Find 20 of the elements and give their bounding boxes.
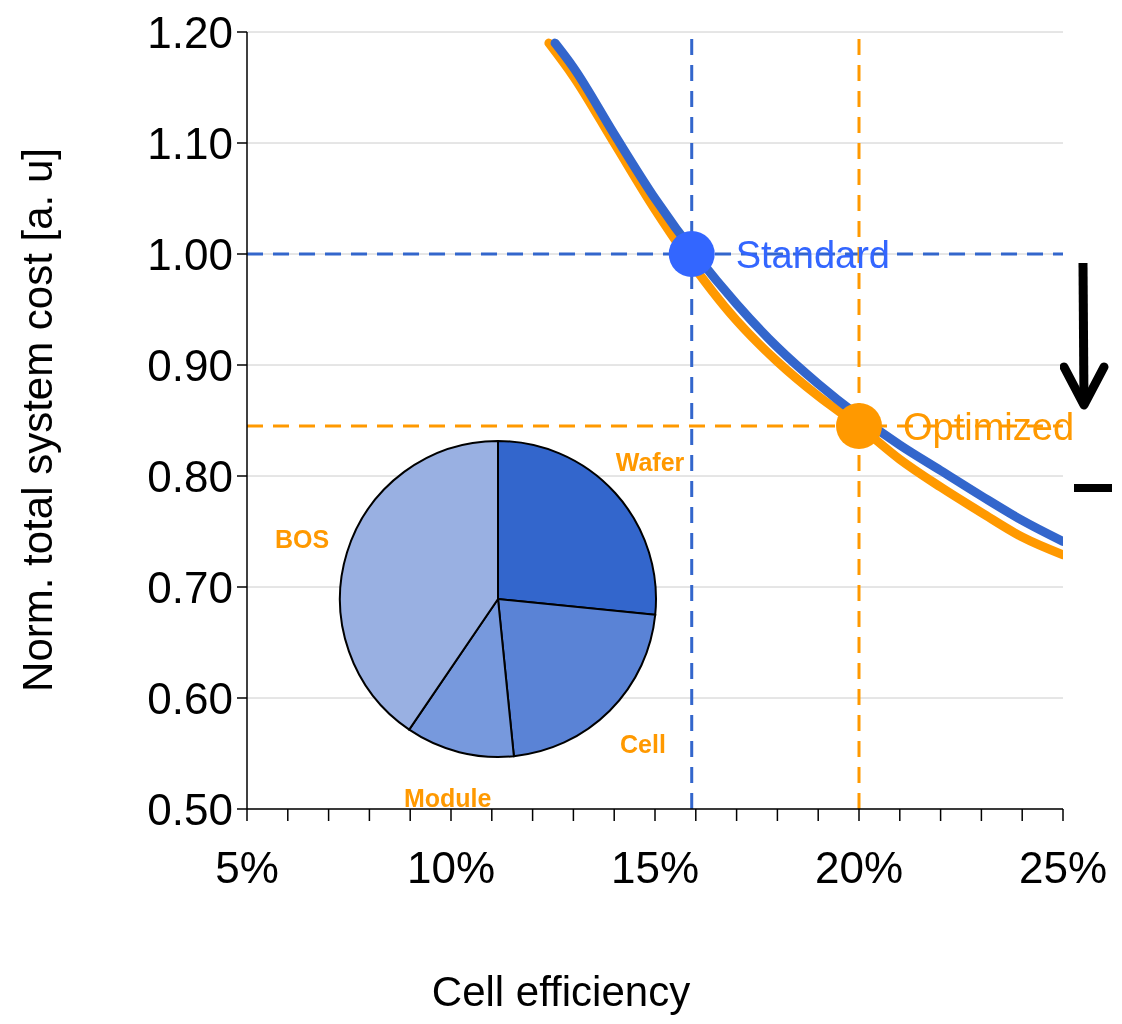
x-axis-title: Cell efficiency bbox=[430, 968, 692, 1016]
slice-label: Module bbox=[403, 783, 492, 812]
y-tick-label: 1.20 bbox=[147, 8, 233, 57]
y-tick-label: 0.90 bbox=[147, 341, 233, 390]
x-tick-label: 10% bbox=[406, 843, 496, 892]
y-axis-title: Norm. total system cost [a. u] bbox=[14, 148, 62, 692]
x-tick-label: 25% bbox=[1018, 843, 1108, 892]
x-tick-label: 20% bbox=[814, 843, 904, 892]
y-tick-label: 1.00 bbox=[147, 230, 233, 279]
y-tick-label: 0.60 bbox=[147, 674, 233, 723]
slice-label: Cell bbox=[620, 729, 666, 758]
slice-label: Wafer bbox=[615, 447, 685, 476]
series-label: Optimized bbox=[903, 406, 1075, 449]
x-tick-label: 15% bbox=[610, 843, 700, 892]
x-tick-label: 5% bbox=[215, 843, 279, 892]
y-tick-label: 0.70 bbox=[147, 563, 233, 612]
slice-label: BOS bbox=[274, 524, 330, 553]
y-tick-label: 1.10 bbox=[147, 119, 233, 168]
y-tick-label: 0.80 bbox=[147, 452, 233, 501]
y-tick-label: 0.50 bbox=[147, 785, 233, 834]
